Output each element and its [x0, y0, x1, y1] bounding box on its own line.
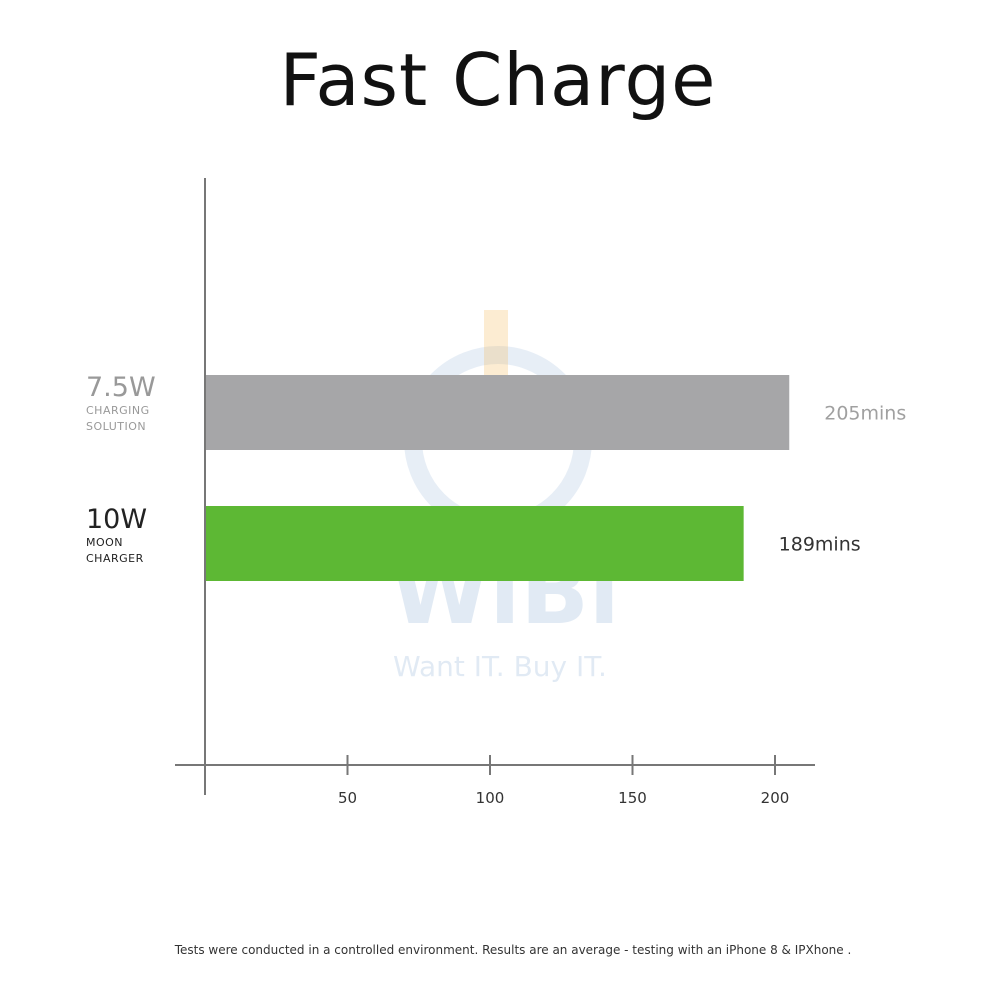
chart-title: Fast Charge [279, 38, 717, 122]
x-tick-label: 100 [476, 789, 505, 807]
category-sub: CHARGER [86, 552, 144, 565]
x-tick-label: 150 [618, 789, 647, 807]
category-sub: CHARGING [86, 404, 150, 417]
category-main: 10W [86, 504, 148, 535]
x-tick-label: 200 [761, 789, 790, 807]
value-label-0: 205mins [824, 403, 906, 425]
footnote: Tests were conducted in a controlled env… [174, 943, 852, 957]
value-label-1: 189mins [779, 534, 861, 556]
category-main: 7.5W [86, 372, 156, 403]
watermark-tagline: Want IT. Buy IT. [393, 650, 607, 683]
x-tick-label: 50 [338, 789, 357, 807]
bar-1 [205, 506, 744, 581]
category-label-10w: 10W MOON CHARGER [86, 505, 147, 567]
category-sub: SOLUTION [86, 420, 147, 433]
category-sub: MOON [86, 536, 124, 549]
category-label-7-5w: 7.5W CHARGING SOLUTION [86, 373, 156, 435]
bar-0 [205, 375, 790, 450]
